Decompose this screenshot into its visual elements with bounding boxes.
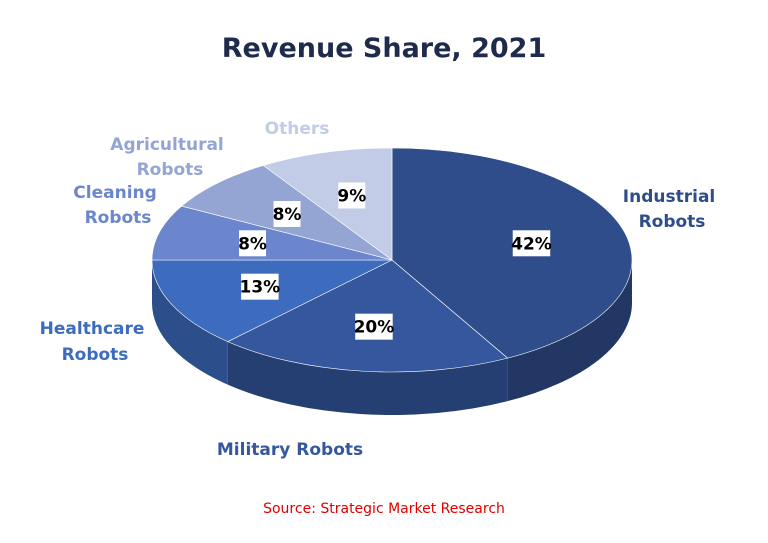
slice-label-industrial: Industrial Robots	[623, 187, 721, 232]
slice-label-industrial-line2: Robots	[639, 212, 706, 232]
pct-label-box-0	[512, 230, 551, 257]
slice-label-military: Military Robots	[217, 440, 363, 460]
slice-label-cleaning-line2: Robots	[85, 208, 152, 228]
chart-source: Source: Strategic Market Research	[263, 501, 505, 517]
pct-label-5: 9%	[337, 186, 366, 206]
pct-label-box-5	[338, 182, 366, 209]
slice-label-cleaning-line1: Cleaning	[73, 183, 157, 203]
pie-side-2	[152, 260, 228, 385]
slice-label-healthcare-line1: Healthcare	[40, 319, 145, 339]
pct-label-box-1	[355, 313, 393, 340]
pct-label-4: 8%	[273, 205, 302, 225]
pct-label-box-2	[241, 273, 279, 300]
pct-label-2: 13%	[239, 278, 280, 298]
pie-percentage-labels: 42% 20% 13% 8% 8% 9%	[238, 182, 552, 340]
pie-side-1	[227, 341, 508, 416]
pie-side-0	[507, 260, 632, 402]
pct-label-3: 8%	[238, 234, 267, 254]
pie-slice-0	[391, 147, 633, 359]
pie-slice-2	[151, 259, 393, 342]
pie-slice-3	[151, 205, 393, 261]
slice-label-others: Others	[265, 119, 330, 139]
slice-label-healthcare-line2: Robots	[62, 345, 129, 365]
pct-label-1: 20%	[354, 318, 395, 338]
pie-top-slices	[151, 147, 633, 373]
slice-label-agricultural-line2: Robots	[137, 160, 204, 180]
pct-label-box-4	[273, 200, 301, 227]
pie-side-walls	[152, 260, 632, 416]
slice-label-industrial-line1: Industrial	[623, 187, 715, 207]
pie-slice-5	[262, 147, 393, 261]
slice-label-healthcare: Healthcare Robots	[40, 319, 151, 365]
slice-label-cleaning: Cleaning Robots	[73, 183, 162, 228]
pct-label-box-3	[239, 230, 267, 257]
slice-label-agricultural: Agricultural Robots	[110, 135, 229, 180]
slice-label-agricultural-line1: Agricultural	[110, 135, 223, 155]
chart-title: Revenue Share, 2021	[222, 33, 547, 64]
pct-label-0: 42%	[511, 234, 552, 254]
